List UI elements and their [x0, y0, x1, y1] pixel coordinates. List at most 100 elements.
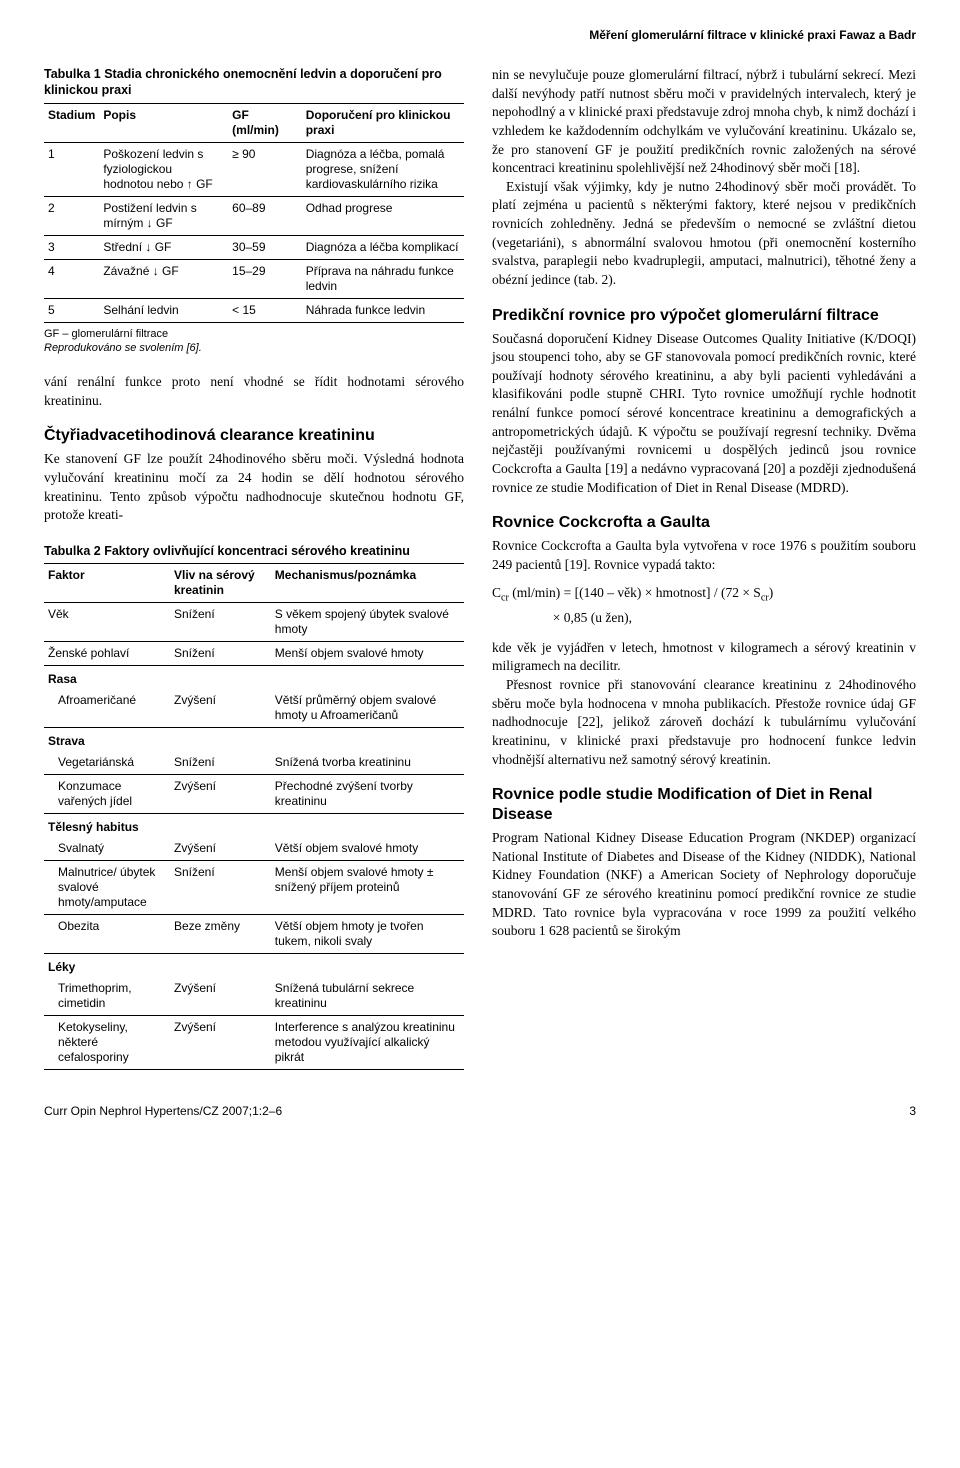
table2-caption: Tabulka 2 Faktory ovlivňující koncentrac… [44, 543, 464, 559]
table1: Stadium Popis GF (ml/min) Doporučení pro… [44, 103, 464, 323]
table-row: Konzumace vařených jídel Zvýšení Přechod… [44, 775, 464, 814]
table1-footnote-line1: GF – glomerulární filtrace [44, 328, 168, 340]
cell: Zvýšení [170, 977, 271, 1016]
cell: Příprava na náhradu funkce ledvin [302, 259, 464, 298]
cell: Větší objem svalové hmoty [271, 837, 464, 861]
heading-mdrd: Rovnice podle studie Modification of Die… [492, 785, 916, 825]
table-row: Afroameričané Zvýšení Větší průměrný obj… [44, 689, 464, 728]
cell: Snížení [170, 861, 271, 915]
table-row: 3 Střední ↓ GF 30–59 Diagnóza a léčba ko… [44, 235, 464, 259]
cell: ≥ 90 [228, 142, 302, 196]
table2-col-faktor: Faktor [44, 564, 170, 603]
footer-page-number: 3 [909, 1104, 916, 1118]
cell: Malnutrice/ úbytek svalové hmoty/amputac… [44, 861, 170, 915]
table2-section-strava: Strava [44, 728, 464, 752]
cell: Trimethoprim, cimetidin [44, 977, 170, 1016]
table2: Faktor Vliv na sérový kreatinin Mechanis… [44, 563, 464, 1070]
cell: 3 [44, 235, 99, 259]
cell: Snížení [170, 603, 271, 642]
table-row: Vegetariánská Snížení Snížená tvorba kre… [44, 751, 464, 775]
table-row: Trimethoprim, cimetidin Zvýšení Snížená … [44, 977, 464, 1016]
table-row: Svalnatý Zvýšení Větší objem svalové hmo… [44, 837, 464, 861]
two-column-layout: Tabulka 1 Stadia chronického onemocnění … [44, 66, 916, 1070]
cell: Vegetariánská [44, 751, 170, 775]
right-paragraph-2: Existují však výjimky, kdy je nutno 24ho… [492, 178, 916, 290]
cell: 15–29 [228, 259, 302, 298]
section-label: Léky [44, 954, 464, 978]
cell: Ženské pohlaví [44, 642, 170, 666]
cell: Menší objem svalové hmoty ± snížený příj… [271, 861, 464, 915]
table2-header-row: Faktor Vliv na sérový kreatinin Mechanis… [44, 564, 464, 603]
cell: 4 [44, 259, 99, 298]
table1-caption: Tabulka 1 Stadia chronického onemocnění … [44, 66, 464, 99]
cell: Poškození ledvin s fyziologickou hodnoto… [99, 142, 228, 196]
table1-col-gf: GF (ml/min) [228, 103, 302, 142]
cell: Snížená tvorba kreatininu [271, 751, 464, 775]
page-footer: Curr Opin Nephrol Hypertens/CZ 2007;1:2–… [44, 1104, 916, 1118]
cell: Beze změny [170, 915, 271, 954]
footer-journal: Curr Opin Nephrol Hypertens/CZ 2007;1:2–… [44, 1104, 282, 1118]
table2-col-mech: Mechanismus/poznámka [271, 564, 464, 603]
cell: Selhání ledvin [99, 298, 228, 322]
table1-col-stadium: Stadium [44, 103, 99, 142]
cell: Odhad progrese [302, 196, 464, 235]
right-paragraph-6: Přesnost rovnice při stanovování clearan… [492, 676, 916, 769]
cell: Zvýšení [170, 775, 271, 814]
formula-post: ) [769, 585, 774, 600]
table1-header-row: Stadium Popis GF (ml/min) Doporučení pro… [44, 103, 464, 142]
cell: Střední ↓ GF [99, 235, 228, 259]
cell: Náhrada funkce ledvin [302, 298, 464, 322]
cell: Ketokyseliny, některé cefalosporiny [44, 1016, 170, 1070]
table2-col-vliv: Vliv na sérový kreatinin [170, 564, 271, 603]
table1-col-popis: Popis [99, 103, 228, 142]
section-label: Strava [44, 728, 464, 752]
cell: 30–59 [228, 235, 302, 259]
table1-col-doporuceni: Doporučení pro klinickou praxi [302, 103, 464, 142]
cell: Svalnatý [44, 837, 170, 861]
cell: 60–89 [228, 196, 302, 235]
cell: Afroameričané [44, 689, 170, 728]
heading-24h-clearance: Čtyřiadvacetihodinová clearance kreatini… [44, 426, 464, 446]
cell: 2 [44, 196, 99, 235]
formula-c: C [492, 585, 501, 600]
cell: S věkem spojený úbytek svalové hmoty [271, 603, 464, 642]
cell: Přechodné zvýšení tvorby kreatininu [271, 775, 464, 814]
right-paragraph-3: Současná doporučení Kidney Disease Outco… [492, 330, 916, 498]
heading-cockcroft-gault: Rovnice Cockcrofta a Gaulta [492, 513, 916, 533]
cell: Postižení ledvin s mírným ↓ GF [99, 196, 228, 235]
formula-line2: × 0,85 (u žen), [553, 610, 632, 625]
left-paragraph-2: Ke stanovení GF lze použít 24hodinového … [44, 450, 464, 525]
cell: Snížení [170, 642, 271, 666]
table-row: 5 Selhání ledvin < 15 Náhrada funkce led… [44, 298, 464, 322]
formula-mid: (ml/min) = [(140 – věk) × hmotnost] / (7… [509, 585, 761, 600]
cell: Větší průměrný objem svalové hmoty u Afr… [271, 689, 464, 728]
table-row: 4 Závažné ↓ GF 15–29 Příprava na náhradu… [44, 259, 464, 298]
right-column: nin se nevylučuje pouze glomerulární fil… [492, 66, 916, 1070]
table2-section-leky: Léky [44, 954, 464, 978]
right-paragraph-7: Program National Kidney Disease Educatio… [492, 829, 916, 941]
table-row: Věk Snížení S věkem spojený úbytek svalo… [44, 603, 464, 642]
cell: Závažné ↓ GF [99, 259, 228, 298]
cell: Konzumace vařených jídel [44, 775, 170, 814]
cell: < 15 [228, 298, 302, 322]
running-head: Měření glomerulární filtrace v klinické … [44, 28, 916, 42]
table-row: Ženské pohlaví Snížení Menší objem svalo… [44, 642, 464, 666]
table-row: Obezita Beze změny Větší objem hmoty je … [44, 915, 464, 954]
cell: Zvýšení [170, 837, 271, 861]
right-paragraph-1: nin se nevylučuje pouze glomerulární fil… [492, 66, 916, 178]
table-row: Malnutrice/ úbytek svalové hmoty/amputac… [44, 861, 464, 915]
cell: Interference s analýzou kreatininu metod… [271, 1016, 464, 1070]
section-label: Tělesný habitus [44, 814, 464, 838]
section-label: Rasa [44, 666, 464, 690]
heading-predikcni-rovnice: Predikční rovnice pro výpočet glomerulár… [492, 306, 916, 326]
cell: Diagnóza a léčba, pomalá progrese, sníže… [302, 142, 464, 196]
cell: Věk [44, 603, 170, 642]
table-row: 1 Poškození ledvin s fyziologickou hodno… [44, 142, 464, 196]
formula-cockcroft-gault: Ccr (ml/min) = [(140 – věk) × hmotnost] … [492, 582, 916, 628]
cell: Zvýšení [170, 689, 271, 728]
cell: Menší objem svalové hmoty [271, 642, 464, 666]
formula-sub-cr2: cr [761, 593, 769, 604]
table-row: 2 Postižení ledvin s mírným ↓ GF 60–89 O… [44, 196, 464, 235]
table2-section-rasa: Rasa [44, 666, 464, 690]
cell: Snížená tubulární sekrece kreatininu [271, 977, 464, 1016]
